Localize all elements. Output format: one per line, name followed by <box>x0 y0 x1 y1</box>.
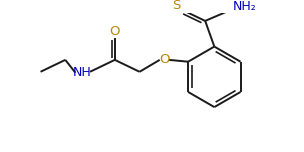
Text: O: O <box>109 25 120 38</box>
Text: NH: NH <box>72 66 91 79</box>
Text: NH₂: NH₂ <box>233 0 257 13</box>
Text: O: O <box>159 53 170 66</box>
Text: S: S <box>173 0 181 12</box>
